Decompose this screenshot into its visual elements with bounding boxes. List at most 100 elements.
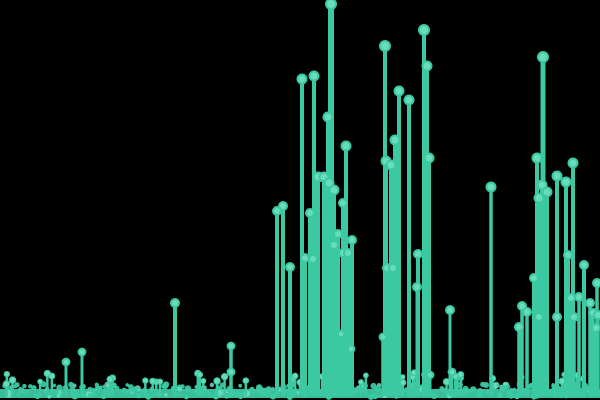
baseline-noise-dot — [180, 384, 185, 389]
baseline-noise-dot — [483, 382, 490, 388]
spike-marker — [593, 310, 600, 320]
baseline-noise-dot — [136, 392, 142, 399]
bump-marker — [8, 376, 17, 384]
spike-marker — [285, 262, 295, 272]
spike-marker — [533, 192, 545, 204]
spike-marker — [340, 140, 352, 152]
spike-marker — [574, 292, 584, 302]
bump-marker — [196, 371, 204, 379]
spike-marker — [569, 312, 579, 322]
spike-marker — [567, 157, 579, 169]
baseline-noise-dot — [505, 390, 512, 397]
spike-marker — [308, 70, 320, 82]
baseline-noise-dot — [485, 390, 490, 394]
baseline-noise-dot — [192, 389, 197, 394]
bump-marker — [200, 377, 207, 385]
baseline-noise-dot — [492, 381, 500, 389]
spike-marker — [418, 24, 430, 36]
spike-marker — [226, 367, 236, 377]
bump-marker — [409, 374, 417, 381]
baseline-noise-dot — [17, 387, 24, 393]
baseline-noise-dot — [184, 385, 192, 392]
spike-marker — [423, 152, 435, 164]
baseline-noise-dot — [367, 394, 374, 400]
bump-marker — [220, 373, 229, 381]
spike-marker — [445, 305, 455, 315]
spike-marker — [77, 347, 87, 357]
spike-marker — [308, 254, 318, 264]
baseline-noise-dot — [87, 393, 93, 398]
baseline-noise-dot — [439, 386, 445, 392]
spike-marker — [591, 323, 600, 333]
baseline-noise-dot — [476, 391, 483, 398]
spike-marker — [552, 312, 562, 322]
spike-marker — [346, 344, 356, 354]
bump-marker — [106, 375, 114, 383]
spike-stems — [64, 4, 600, 396]
baseline-noise-dot — [499, 385, 505, 391]
baseline-noise-dot — [54, 390, 59, 395]
spike-marker — [551, 170, 563, 182]
spike-marker — [393, 85, 405, 97]
spike-marker — [592, 278, 600, 288]
spike-marker — [272, 206, 282, 216]
baseline-noise-dot — [467, 389, 473, 394]
bump-marker — [149, 377, 157, 385]
baseline-noise-dot — [102, 384, 107, 389]
spike-marker — [322, 111, 334, 123]
baseline-noise-dot — [374, 385, 382, 392]
baseline-noise-dot — [497, 391, 503, 397]
baseline-noise-dot — [102, 392, 107, 397]
spike-marker — [388, 263, 398, 273]
baseline-noise-dot — [270, 387, 275, 392]
spike-marker — [585, 298, 595, 308]
baseline-noise-dot — [95, 385, 101, 392]
spike-marker — [347, 235, 357, 245]
spike-marker — [579, 260, 589, 270]
baseline-noise-dot — [52, 383, 56, 388]
baseline-noise-dot — [31, 385, 37, 391]
baseline-noise-dot — [177, 392, 181, 397]
baseline-noise-dot — [56, 394, 61, 398]
baseline-noise-dot — [131, 386, 139, 393]
spike-marker — [325, 0, 337, 10]
bump-marker — [37, 378, 43, 385]
bump-marker — [2, 380, 11, 388]
spike-marker — [170, 298, 180, 308]
baseline-noise-dot — [207, 392, 213, 398]
bump-marker — [363, 372, 369, 379]
baseline-noise-dot — [145, 394, 152, 400]
baseline-noise-dot — [266, 391, 271, 396]
bump-marker — [242, 377, 250, 384]
spike-marker — [421, 60, 433, 72]
spike-marker — [329, 240, 339, 250]
spike-marker — [226, 341, 236, 351]
baseline-noise-dot — [75, 393, 80, 398]
bump-marker — [358, 379, 365, 386]
baseline-noise-dot — [71, 393, 77, 400]
baseline-noise-dot — [121, 389, 126, 394]
baseline-noise-dot — [269, 393, 277, 400]
spike-marker — [328, 184, 340, 196]
spike-marker — [61, 357, 71, 367]
spike-marker — [566, 293, 576, 303]
spike-marker — [385, 159, 397, 171]
spike-marker — [413, 249, 423, 259]
baseline-noise-dot — [205, 389, 210, 394]
baseline-noise-dot — [22, 383, 27, 389]
spike-marker — [531, 152, 543, 164]
spike-markers — [61, 0, 600, 380]
baseline-noise-dot — [161, 383, 167, 389]
spike-marker — [412, 282, 422, 292]
spike-marker — [541, 186, 553, 198]
spike-marker — [378, 332, 388, 342]
baseline-noise-dot — [124, 389, 129, 394]
baseline-noise-dot — [14, 382, 20, 388]
spike-marker — [563, 250, 573, 260]
spike-marker — [537, 51, 549, 63]
baseline-noise-dot — [238, 383, 243, 388]
spike-marker — [300, 253, 310, 263]
spike-marker — [447, 367, 457, 377]
